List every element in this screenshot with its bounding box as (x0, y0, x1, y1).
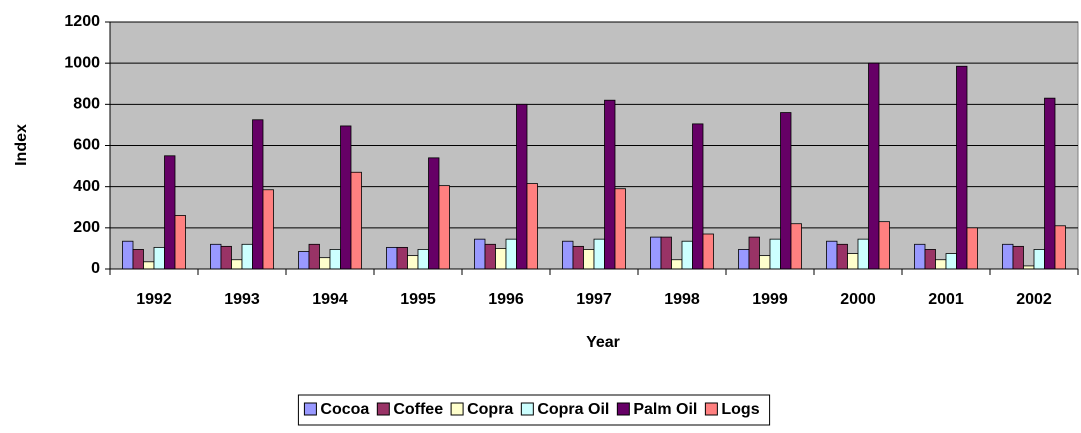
legend-swatch (303, 402, 317, 416)
legend-swatch (704, 402, 718, 416)
bar (210, 243, 222, 270)
bar (966, 227, 978, 270)
y-tick-label: 0 (91, 260, 100, 277)
bar (164, 155, 176, 270)
bar (836, 243, 848, 270)
bar (790, 223, 802, 270)
bar (143, 261, 155, 270)
bar (780, 112, 792, 270)
bar (769, 238, 781, 270)
bar (350, 171, 362, 270)
x-tick-label: 1997 (576, 291, 612, 308)
bar (738, 249, 750, 270)
bar (924, 249, 936, 270)
x-tick-label: 1992 (136, 291, 172, 308)
y-tick-label: 800 (73, 96, 100, 113)
y-axis-label: Index (13, 124, 30, 166)
bar (826, 240, 838, 270)
bar (132, 249, 144, 270)
bar (438, 185, 450, 270)
bar (505, 238, 517, 270)
bar (474, 238, 486, 270)
bar (562, 240, 574, 270)
x-tick-label: 1993 (224, 291, 260, 308)
x-axis-label: Year (586, 334, 620, 351)
bar (1033, 249, 1045, 270)
bar (526, 183, 538, 270)
bar (484, 243, 496, 270)
bar (847, 253, 859, 270)
bar (495, 248, 507, 270)
bar (1044, 97, 1056, 270)
bar (868, 62, 880, 270)
x-tick-label: 1996 (488, 291, 524, 308)
y-tick-label: 600 (73, 137, 100, 154)
bar (935, 259, 947, 270)
bar (945, 253, 957, 270)
legend-label: Copra Oil (537, 401, 609, 418)
y-tick-label: 1000 (64, 54, 100, 71)
bar (329, 249, 341, 270)
bar (308, 243, 320, 270)
bar (956, 65, 968, 270)
bar (417, 249, 429, 270)
bar (241, 243, 253, 270)
bar (660, 236, 672, 270)
x-tick-label: 1999 (752, 291, 788, 308)
legend-label: Palm Oil (633, 401, 697, 418)
bar (262, 189, 274, 270)
bar (298, 251, 310, 270)
bar (748, 236, 760, 270)
bar (593, 238, 605, 270)
bar (572, 245, 584, 270)
legend-swatch (450, 402, 464, 416)
bar (516, 103, 528, 270)
bar (252, 119, 264, 270)
legend-swatch (376, 402, 390, 416)
x-tick-label: 1994 (312, 291, 348, 308)
legend-label: Coffee (393, 401, 443, 418)
legend-label: Logs (721, 401, 759, 418)
legend-swatch (616, 402, 630, 416)
bar (153, 246, 165, 270)
bar (671, 259, 683, 270)
bar (386, 246, 398, 270)
bar (878, 221, 890, 270)
bar (583, 249, 595, 270)
bar (122, 240, 134, 270)
y-tick-label: 400 (73, 178, 100, 195)
y-tick-label: 200 (73, 219, 100, 236)
bar (319, 257, 331, 270)
bar (1002, 243, 1014, 270)
bar (220, 245, 232, 270)
bar (428, 157, 440, 270)
x-tick-label: 2001 (928, 291, 964, 308)
bar (692, 123, 704, 270)
legend-label: Cocoa (320, 401, 369, 418)
bar (174, 215, 186, 270)
bar (759, 255, 771, 270)
y-tick-label: 1200 (64, 13, 100, 30)
legend-swatch (520, 402, 534, 416)
bar (650, 236, 662, 270)
bar (340, 125, 352, 270)
x-tick-label: 1998 (664, 291, 700, 308)
x-tick-label: 2000 (840, 291, 876, 308)
bar (1012, 245, 1024, 270)
bar (604, 99, 616, 270)
bar (231, 259, 243, 270)
bar (681, 240, 693, 270)
bar (857, 238, 869, 270)
legend-label: Copra (467, 401, 513, 418)
x-tick-label: 2002 (1016, 291, 1052, 308)
bar (407, 255, 419, 270)
bar (396, 246, 408, 270)
x-tick-label: 1995 (400, 291, 436, 308)
bar (1054, 225, 1066, 270)
bar (614, 188, 626, 270)
bar (914, 243, 926, 270)
bar (702, 233, 714, 270)
